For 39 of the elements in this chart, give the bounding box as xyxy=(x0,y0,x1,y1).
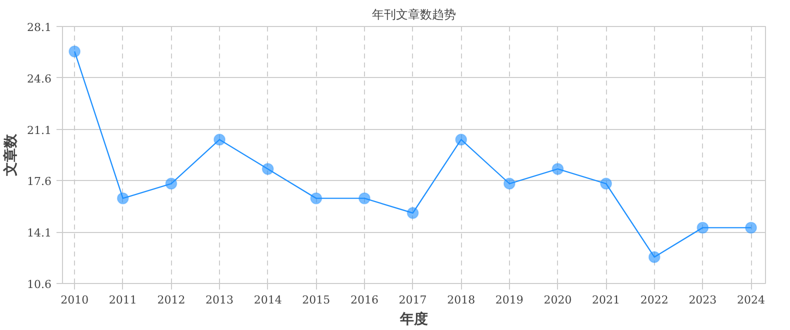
point xyxy=(503,178,516,190)
x-tick-label: 2010 xyxy=(60,294,89,306)
point xyxy=(310,192,322,204)
point xyxy=(552,162,564,175)
x-tick-label: 2011 xyxy=(108,294,137,306)
x-axis-title: 年度 xyxy=(399,310,428,328)
point xyxy=(455,134,468,146)
point xyxy=(745,222,758,234)
point xyxy=(116,192,129,204)
x-tick-label: 2014 xyxy=(254,294,282,306)
chart-title: 年刊文章数趋势 xyxy=(372,8,456,22)
point xyxy=(600,178,612,190)
point xyxy=(406,207,419,219)
x-tick-label: 2016 xyxy=(350,294,378,306)
y-tick-label: 14.1 xyxy=(27,226,52,240)
point xyxy=(165,178,178,190)
x-tick-label: 2017 xyxy=(398,294,427,306)
x-tick-label: 2012 xyxy=(157,294,186,306)
point xyxy=(214,134,226,146)
x-tick-label: 2018 xyxy=(447,294,476,306)
x-tick-label: 2022 xyxy=(640,294,668,306)
y-axis-title: 文章数 xyxy=(2,133,20,177)
x-tick-label: 2015 xyxy=(302,294,330,306)
point xyxy=(68,45,81,58)
x-tick-label: 2024 xyxy=(737,294,766,306)
y-tick-label: 10.6 xyxy=(27,278,52,291)
y-tick-label: 28.1 xyxy=(27,21,52,34)
y-tick-label: 17.6 xyxy=(27,175,52,188)
point xyxy=(262,162,274,175)
x-tick-label: 2019 xyxy=(495,294,524,306)
x-tick-label: 2021 xyxy=(592,294,620,306)
point xyxy=(648,251,660,264)
x-tick-label: 2020 xyxy=(544,294,572,306)
x-tick-label: 2023 xyxy=(688,294,717,306)
y-tick-label: 21.1 xyxy=(27,124,52,137)
point xyxy=(696,222,709,234)
x-tick-label: 2013 xyxy=(206,294,234,306)
point xyxy=(358,192,370,204)
y-tick-label: 24.6 xyxy=(27,72,52,86)
